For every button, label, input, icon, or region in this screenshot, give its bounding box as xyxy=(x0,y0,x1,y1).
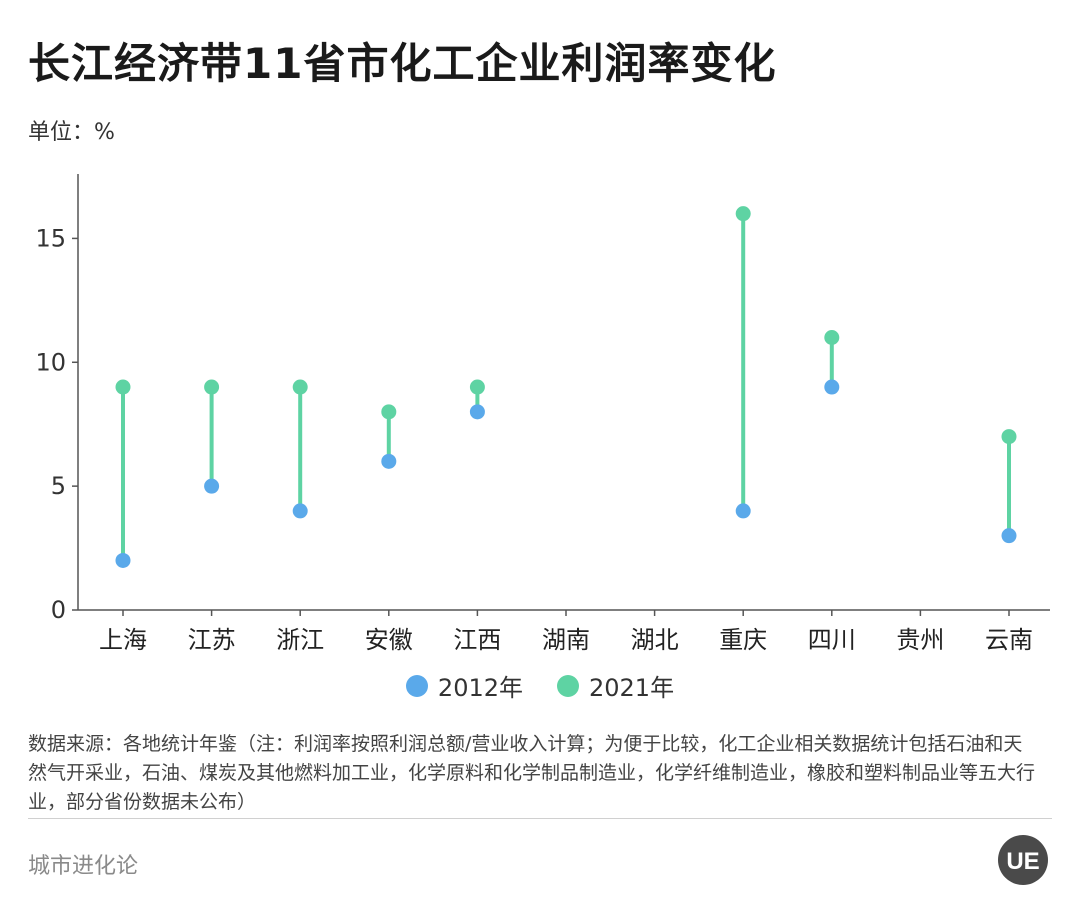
x-tick-label: 四川 xyxy=(808,626,856,654)
point-2021 xyxy=(204,379,220,395)
point-2021 xyxy=(381,404,397,420)
y-tick-label: 0 xyxy=(51,596,66,624)
x-tick-label: 湖南 xyxy=(542,626,590,654)
y-tick-label: 5 xyxy=(51,472,66,500)
legend: 2012年 2021年 xyxy=(0,668,1080,703)
ue-logo-icon: UE xyxy=(998,835,1048,885)
x-tick-label: 江西 xyxy=(453,626,501,654)
x-tick-label: 浙江 xyxy=(276,626,324,654)
x-tick-label: 安徽 xyxy=(365,626,413,654)
x-tick-label: 重庆 xyxy=(719,626,767,654)
point-2021 xyxy=(115,379,131,395)
chart-title: 长江经济带11省市化工企业利润率变化 xyxy=(28,39,777,88)
legend-item-2021: 2021年 xyxy=(557,668,674,703)
point-2021 xyxy=(1001,429,1017,445)
point-2012 xyxy=(292,503,308,519)
point-2021 xyxy=(469,379,485,395)
brand-name: 城市进化论 xyxy=(28,854,139,879)
point-2021 xyxy=(824,330,840,345)
point-2012 xyxy=(469,404,485,420)
x-tick-label: 江苏 xyxy=(188,626,236,654)
legend-label-2012: 2012年 xyxy=(437,674,523,702)
logo-text: UE xyxy=(1006,848,1039,875)
point-2012 xyxy=(1001,528,1017,544)
point-2012 xyxy=(115,552,131,568)
divider xyxy=(28,818,1052,819)
point-2012 xyxy=(735,503,751,519)
x-tick-label: 湖北 xyxy=(631,626,679,654)
point-2012 xyxy=(381,453,397,469)
x-tick-label: 贵州 xyxy=(896,626,944,654)
point-2012 xyxy=(824,379,840,395)
legend-label-2021: 2021年 xyxy=(589,674,675,702)
point-2012 xyxy=(204,478,220,494)
point-2021 xyxy=(292,379,308,395)
y-tick-label: 10 xyxy=(35,348,66,376)
legend-item-2012: 2012年 xyxy=(405,668,523,703)
chart-plot: 0 5 10 15 上海 江苏 浙江 安徽 江西 湖南 湖北 重庆 四川 贵州 云南 xyxy=(35,174,1050,654)
source-note: 数据来源：各地统计年鉴（注：利润率按照利润总额/营业收入计算；为便于比较，化工企… xyxy=(28,733,1036,813)
point-2021 xyxy=(735,206,751,222)
legend-dot-2021 xyxy=(557,674,579,697)
y-tick-label: 15 xyxy=(35,224,66,252)
legend-dot-2012 xyxy=(405,674,428,697)
unit-label: 单位：% xyxy=(28,120,115,145)
x-tick-label: 云南 xyxy=(985,626,1033,654)
x-tick-label: 上海 xyxy=(99,626,147,654)
